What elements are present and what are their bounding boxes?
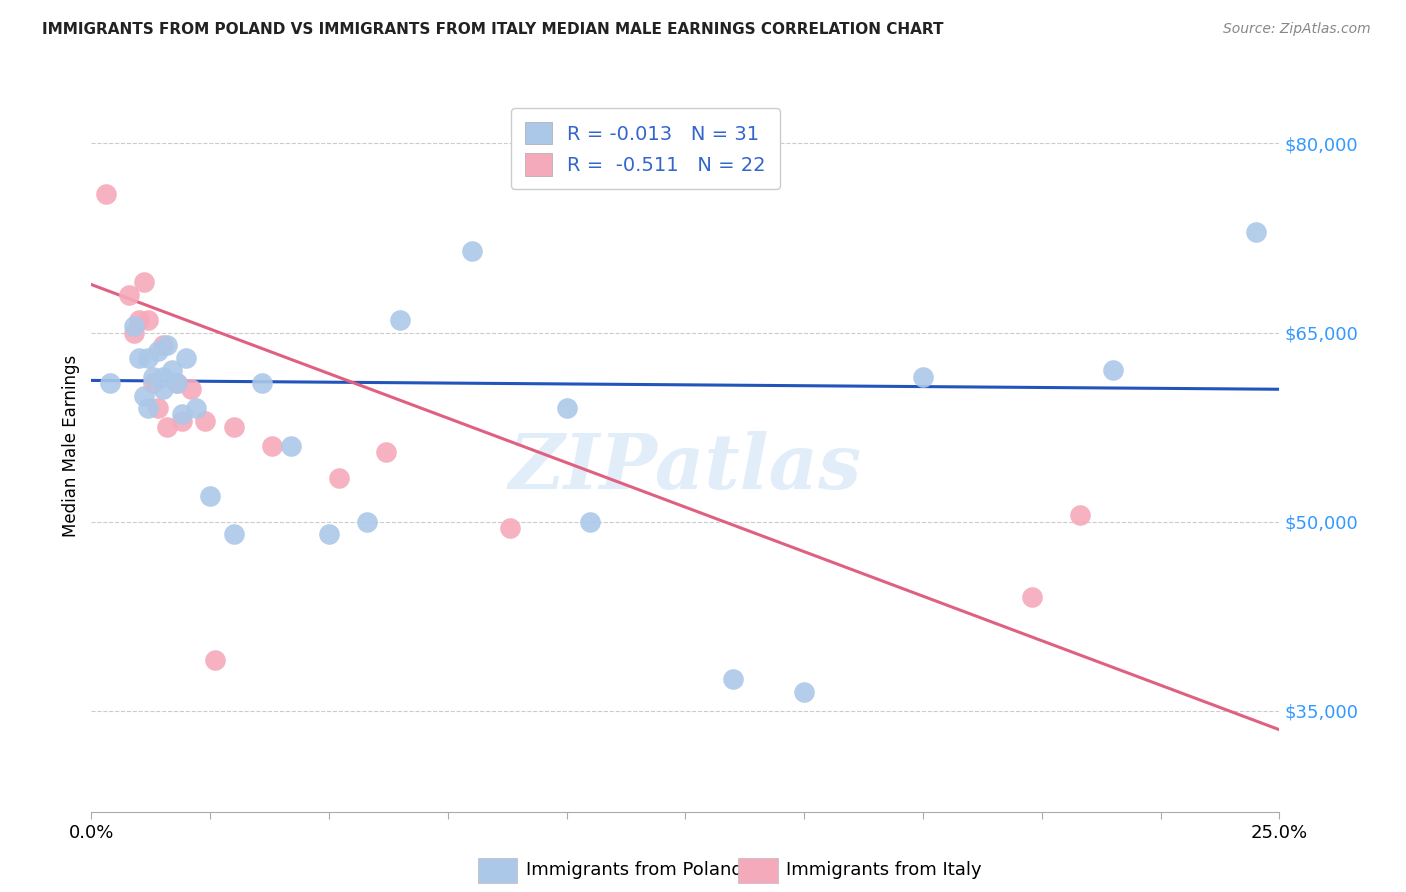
- Point: [579, 515, 602, 529]
- Point: [1102, 363, 1125, 377]
- Point: [146, 344, 169, 359]
- Point: [100, 376, 122, 390]
- Y-axis label: Median Male Earnings: Median Male Earnings: [62, 355, 80, 537]
- Point: [911, 369, 934, 384]
- Point: [222, 527, 245, 541]
- Point: [222, 420, 245, 434]
- Text: Immigrants from Italy: Immigrants from Italy: [786, 861, 981, 879]
- Point: [132, 388, 155, 402]
- Point: [138, 313, 160, 327]
- Point: [498, 521, 520, 535]
- Text: ZIPatlas: ZIPatlas: [509, 431, 862, 505]
- Point: [555, 401, 578, 416]
- Point: [166, 376, 188, 390]
- Point: [146, 401, 169, 416]
- Point: [200, 490, 222, 504]
- Point: [156, 338, 179, 352]
- Point: [142, 369, 165, 384]
- Point: [122, 319, 145, 334]
- Point: [118, 287, 141, 301]
- Point: [318, 527, 340, 541]
- Point: [166, 376, 188, 390]
- Point: [152, 338, 174, 352]
- Text: IMMIGRANTS FROM POLAND VS IMMIGRANTS FROM ITALY MEDIAN MALE EARNINGS CORRELATION: IMMIGRANTS FROM POLAND VS IMMIGRANTS FRO…: [42, 22, 943, 37]
- Point: [721, 673, 744, 687]
- Point: [793, 685, 815, 699]
- Point: [194, 414, 217, 428]
- Point: [94, 186, 117, 201]
- Point: [328, 470, 350, 484]
- Point: [389, 313, 412, 327]
- Text: Source: ZipAtlas.com: Source: ZipAtlas.com: [1223, 22, 1371, 37]
- Point: [138, 351, 160, 365]
- Point: [184, 401, 207, 416]
- Text: Immigrants from Poland: Immigrants from Poland: [526, 861, 742, 879]
- Point: [280, 439, 302, 453]
- Point: [180, 382, 202, 396]
- Point: [375, 445, 398, 459]
- Point: [204, 653, 226, 667]
- Point: [156, 420, 179, 434]
- Point: [170, 414, 193, 428]
- Point: [170, 408, 193, 422]
- Point: [142, 376, 165, 390]
- Point: [460, 244, 482, 258]
- Point: [128, 313, 150, 327]
- Point: [152, 382, 174, 396]
- Point: [356, 515, 378, 529]
- Point: [138, 401, 160, 416]
- Point: [1069, 508, 1091, 523]
- Point: [176, 351, 198, 365]
- Point: [152, 369, 174, 384]
- Point: [1244, 225, 1267, 239]
- Point: [128, 351, 150, 365]
- Point: [132, 275, 155, 289]
- Point: [260, 439, 283, 453]
- Point: [252, 376, 274, 390]
- Point: [160, 363, 183, 377]
- Point: [122, 326, 145, 340]
- Point: [1021, 591, 1043, 605]
- Legend: R = -0.013   N = 31, R =  -0.511   N = 22: R = -0.013 N = 31, R = -0.511 N = 22: [510, 108, 779, 189]
